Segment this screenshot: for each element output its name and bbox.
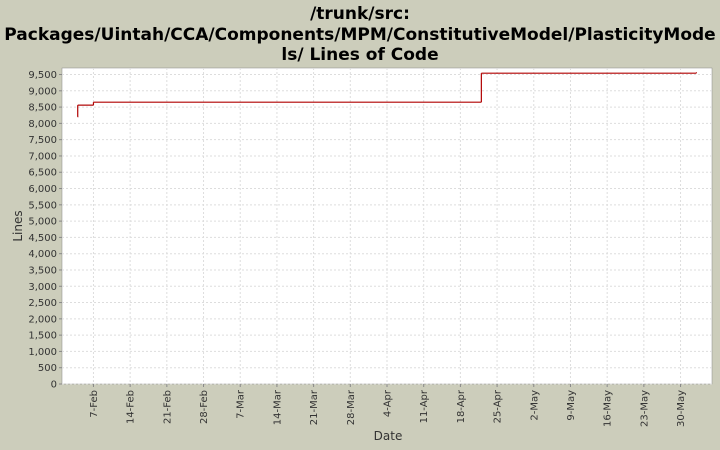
y-tick-label: 8,000	[28, 119, 57, 130]
x-tick-label: 18-Apr	[456, 389, 467, 423]
x-tick-label: 30-May	[676, 390, 687, 427]
x-tick-label: 4-Apr	[383, 389, 394, 417]
x-tick-label: 21-Mar	[309, 389, 320, 425]
y-tick-label: 1,000	[28, 347, 57, 358]
y-tick-label: 0	[51, 380, 57, 391]
x-axis-label: Date	[374, 429, 403, 443]
y-tick-label: 5,500	[28, 200, 57, 211]
y-tick-label: 7,000	[28, 151, 57, 162]
x-tick-label: 21-Feb	[162, 390, 173, 424]
y-tick-label: 4,500	[28, 233, 57, 244]
x-tick-label: 7-Mar	[236, 389, 247, 419]
y-tick-label: 6,500	[28, 168, 57, 179]
x-tick-label: 16-May	[603, 390, 614, 427]
x-tick-label: 14-Mar	[272, 389, 283, 425]
y-tick-label: 6,000	[28, 184, 57, 195]
x-tick-label: 9-May	[566, 390, 577, 421]
x-tick-label: 28-Feb	[199, 390, 210, 424]
y-tick-label: 1,500	[28, 331, 57, 342]
chart-title: /trunk/src:	[310, 4, 410, 24]
x-tick-label: 23-May	[639, 390, 650, 427]
y-tick-label: 500	[38, 363, 57, 374]
y-tick-label: 2,500	[28, 298, 57, 309]
y-tick-label: 4,000	[28, 249, 57, 260]
y-tick-label: 5,000	[28, 217, 57, 228]
x-tick-label: 28-Mar	[346, 389, 357, 425]
y-tick-label: 3,000	[28, 282, 57, 293]
x-tick-label: 25-Apr	[493, 389, 504, 423]
y-axis-label: Lines	[11, 210, 25, 241]
y-tick-label: 2,000	[28, 314, 57, 325]
x-tick-label: 7-Feb	[89, 390, 100, 418]
chart-title: ls/ Lines of Code	[281, 45, 438, 65]
y-tick-label: 9,500	[28, 70, 57, 81]
x-tick-label: 2-May	[529, 390, 540, 421]
y-tick-label: 7,500	[28, 135, 57, 146]
x-tick-label: 14-Feb	[126, 390, 137, 424]
y-tick-label: 8,500	[28, 103, 57, 114]
x-tick-label: 11-Apr	[419, 389, 430, 423]
y-tick-label: 3,500	[28, 265, 57, 276]
y-tick-label: 9,000	[28, 86, 57, 97]
chart-title: Packages/Uintah/CCA/Components/MPM/Const…	[4, 25, 715, 45]
